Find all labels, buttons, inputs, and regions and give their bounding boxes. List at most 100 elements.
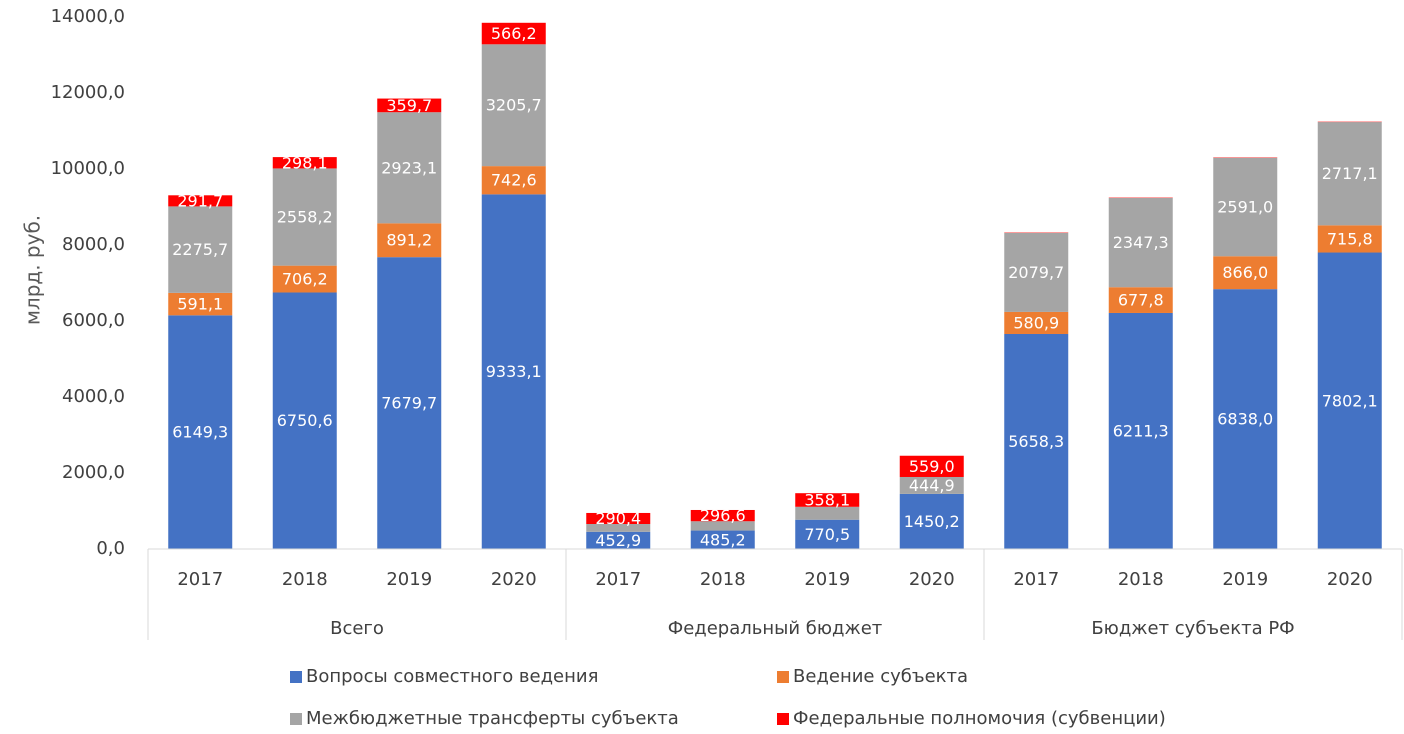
- y-tick-label: 12000,0: [51, 82, 125, 103]
- bar-segment: [168, 206, 233, 293]
- data-label: 485,2: [700, 530, 746, 549]
- data-label: 742,6: [491, 171, 537, 190]
- data-label: 591,1: [177, 295, 223, 314]
- x-tick-label: 2018: [700, 569, 746, 590]
- bar-segment: [795, 506, 860, 520]
- bar-segment: [481, 194, 546, 549]
- data-label: 866,0: [1222, 263, 1268, 282]
- bar-segment: [1317, 225, 1382, 253]
- bar-segment: [168, 315, 233, 549]
- bar-segment: [272, 157, 337, 169]
- x-tick-label: 2020: [1327, 569, 1373, 590]
- bar-segment: [377, 98, 442, 113]
- bar-segment: [899, 455, 964, 477]
- data-label: 291,7: [177, 191, 223, 210]
- bar-segment: [1213, 256, 1278, 290]
- bar-segment: [1213, 157, 1278, 257]
- bar-segment: [586, 531, 651, 549]
- data-label: 298,1: [282, 153, 328, 172]
- legend-swatch: [777, 713, 789, 725]
- bar-segment: [1004, 232, 1069, 312]
- bar-segment: [1108, 287, 1173, 313]
- data-label: 6838,0: [1217, 410, 1273, 429]
- data-label: 7679,7: [381, 394, 437, 413]
- data-label: 770,5: [804, 525, 850, 544]
- bar-segment: [586, 523, 651, 532]
- x-tick-label: 2020: [491, 569, 537, 590]
- bar-segment: [272, 168, 337, 266]
- bar-segment: [1317, 122, 1382, 226]
- bar-segment: [690, 521, 755, 531]
- data-label: 444,9: [909, 476, 955, 495]
- data-label: 2591,0: [1217, 198, 1273, 217]
- data-label: 7802,1: [1322, 391, 1378, 410]
- legend-swatch: [290, 713, 302, 725]
- legend-swatch: [290, 671, 302, 683]
- data-label: 2558,2: [277, 208, 333, 227]
- bar-segment: [168, 292, 233, 316]
- data-label: 452,9: [595, 531, 641, 550]
- data-label: 2923,1: [381, 158, 437, 177]
- bar-segment: [1004, 311, 1069, 334]
- data-label: 566,2: [491, 24, 537, 43]
- bar-segment: [1108, 312, 1173, 549]
- y-tick-label: 4000,0: [62, 386, 125, 407]
- x-tick-label: 2019: [386, 569, 432, 590]
- data-label: 1450,2: [904, 512, 960, 531]
- data-label: 677,8: [1118, 291, 1164, 310]
- legend-label: Ведение субъекта: [793, 666, 968, 687]
- group-label: Всего: [330, 618, 384, 639]
- y-axis-label: млрд. руб.: [21, 215, 45, 325]
- data-label: 5658,3: [1008, 432, 1064, 451]
- data-label: 580,9: [1013, 313, 1059, 332]
- data-label: 2717,1: [1322, 164, 1378, 183]
- data-label: 6750,6: [277, 411, 333, 430]
- legend-label: Федеральные полномочия (субвенции): [793, 708, 1166, 729]
- bar-segment: [795, 493, 860, 507]
- x-tick-label: 2017: [595, 569, 641, 590]
- y-tick-label: 8000,0: [62, 234, 125, 255]
- group-label: Бюджет субъекта РФ: [1091, 618, 1294, 639]
- legend-label: Межбюджетные трансферты субъекта: [306, 708, 679, 729]
- bar-segment: [377, 112, 442, 224]
- data-label: 715,8: [1327, 229, 1373, 248]
- data-label: 296,6: [700, 506, 746, 525]
- y-tick-label: 14000,0: [51, 6, 125, 27]
- bar-segment: [1108, 198, 1173, 288]
- bar-segment: [377, 257, 442, 549]
- bar-segment: [272, 292, 337, 549]
- data-label: 3205,7: [486, 96, 542, 115]
- bar-segment: [899, 493, 964, 549]
- x-tick-label: 2017: [1013, 569, 1059, 590]
- x-tick-label: 2019: [804, 569, 850, 590]
- legend-swatch: [777, 671, 789, 683]
- data-label: 2347,3: [1113, 233, 1169, 252]
- data-label: 6211,3: [1113, 421, 1169, 440]
- x-tick-label: 2020: [909, 569, 955, 590]
- group-label: Федеральный бюджет: [668, 618, 883, 639]
- data-label: 891,2: [386, 231, 432, 250]
- data-label: 6149,3: [172, 423, 228, 442]
- bar-segment: [1317, 252, 1382, 549]
- data-label: 9333,1: [486, 362, 542, 381]
- x-tick-label: 2018: [282, 569, 328, 590]
- legend-label: Вопросы совместного ведения: [306, 666, 598, 687]
- bar-segment: [899, 476, 964, 494]
- x-tick-label: 2019: [1222, 569, 1268, 590]
- bar-segment: [481, 22, 546, 45]
- bar-segment: [1004, 333, 1069, 549]
- y-tick-label: 2000,0: [62, 462, 125, 483]
- data-label: 2079,7: [1008, 263, 1064, 282]
- bar-segment: [586, 512, 651, 524]
- y-tick-label: 10000,0: [51, 158, 125, 179]
- bar-segment: [377, 223, 442, 258]
- bar-segment: [168, 195, 233, 207]
- data-label: 290,4: [595, 509, 641, 528]
- bar-segment: [481, 44, 546, 167]
- bar-segment: [1213, 289, 1278, 549]
- data-label: 2275,7: [172, 240, 228, 259]
- bar-segment: [690, 530, 755, 549]
- bar-segment: [481, 166, 546, 195]
- bar-segment: [690, 509, 755, 522]
